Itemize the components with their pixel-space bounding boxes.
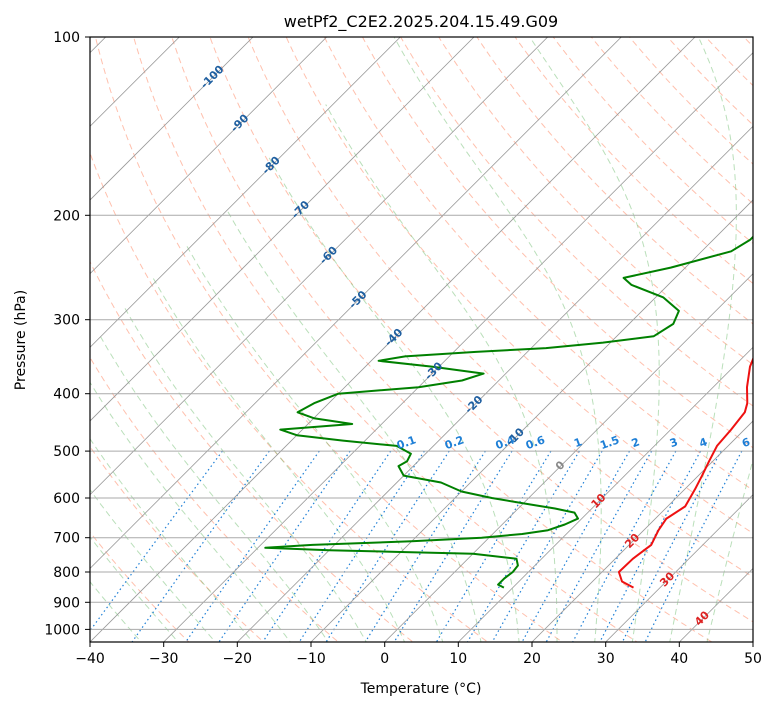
isotherm-line bbox=[90, 37, 401, 348]
y-axis-title: Pressure (hPa) bbox=[13, 290, 29, 390]
dry-adiabat-line bbox=[90, 445, 265, 642]
isotherm-line bbox=[90, 37, 549, 496]
x-tick-label: −20 bbox=[223, 651, 253, 667]
mixing-ratio-label: 6 bbox=[740, 435, 752, 450]
dry-adiabat-line bbox=[90, 531, 190, 642]
axes: −40 −30 −20 −10 0 10 20 30 40 5010020030040050060… bbox=[44, 30, 762, 667]
isotherm-line bbox=[310, 199, 753, 642]
y-tick-label: 1000 bbox=[44, 622, 80, 638]
moist-adiabat-line bbox=[90, 581, 142, 642]
dry-adiabat-line bbox=[171, 37, 713, 642]
dry-adiabat-line bbox=[361, 37, 753, 449]
x-tick-label: −30 bbox=[149, 651, 179, 667]
gridlines bbox=[90, 37, 753, 642]
dry-adiabat-line bbox=[209, 37, 753, 623]
mixing-ratio-line bbox=[90, 450, 223, 632]
mixing-ratio-line bbox=[621, 450, 722, 642]
isotherm-line bbox=[457, 346, 753, 642]
temperature-profile-line bbox=[617, 356, 753, 589]
mixing-ratio-label: 3 bbox=[668, 435, 680, 450]
moist-adiabat-line bbox=[90, 536, 179, 642]
y-tick-label: 900 bbox=[53, 595, 80, 611]
dewpoint-profile-line bbox=[264, 235, 753, 589]
y-tick-label: 500 bbox=[53, 444, 80, 460]
moist-adiabat-line bbox=[99, 336, 329, 642]
moist-adiabat-line bbox=[225, 208, 482, 642]
moist-adiabat-line bbox=[186, 245, 444, 642]
dry-adiabat-line bbox=[133, 37, 638, 642]
mixing-ratio-line bbox=[491, 450, 603, 642]
moist-adiabat-line bbox=[529, 37, 660, 642]
isotherm-line bbox=[90, 37, 328, 275]
isotherm-line bbox=[90, 37, 696, 642]
x-tick-label: 30 bbox=[597, 651, 615, 667]
mixing-ratio-lines bbox=[90, 450, 743, 642]
isotherm-line bbox=[90, 37, 180, 127]
x-tick-label: 10 bbox=[449, 651, 467, 667]
mixing-ratio-label: 2 bbox=[630, 435, 642, 450]
x-axis-title: Temperature (°C) bbox=[360, 681, 482, 697]
mixing-ratio-line bbox=[298, 450, 425, 642]
dry-adiabat-line bbox=[285, 37, 753, 534]
isotherm-line bbox=[531, 420, 753, 642]
mixing-ratio-line bbox=[185, 450, 320, 642]
y-tick-label: 200 bbox=[53, 208, 80, 224]
isotherm-line bbox=[90, 37, 254, 201]
x-tick-label: 50 bbox=[744, 651, 762, 667]
mixing-ratio-label: 4 bbox=[697, 435, 709, 450]
dry-adiabat-line bbox=[628, 37, 753, 165]
mixing-ratio-label: 0.1 bbox=[395, 433, 418, 452]
plot-frame bbox=[89, 36, 754, 643]
dry-adiabat-line bbox=[94, 37, 564, 642]
dry-adiabat-line bbox=[438, 37, 753, 366]
moist-adiabat-line bbox=[325, 104, 558, 642]
mixing-ratio-line bbox=[131, 450, 270, 642]
dry-adiabat-line bbox=[590, 37, 753, 205]
x-tick-label: 40 bbox=[670, 651, 688, 667]
mixing-ratio-label: 1.5 bbox=[598, 433, 621, 452]
y-tick-label: 300 bbox=[53, 313, 80, 329]
mixing-ratio-line bbox=[218, 450, 351, 642]
dry-adiabat-line bbox=[514, 37, 753, 285]
mixing-ratio-line bbox=[521, 450, 631, 642]
moist-adiabat-line bbox=[268, 157, 520, 642]
isotherm-line bbox=[384, 273, 753, 642]
dry-adiabat-line bbox=[323, 37, 753, 491]
mixing-ratio-label: 0.2 bbox=[443, 433, 466, 452]
isotherm-line bbox=[605, 494, 753, 642]
mixing-ratio-label: 1 bbox=[572, 435, 584, 450]
isotherm-line bbox=[236, 125, 753, 642]
mixing-ratio-label: 0.6 bbox=[524, 433, 547, 452]
y-tick-label: 600 bbox=[53, 491, 80, 507]
moist-adiabat-line bbox=[123, 306, 367, 642]
mixing-ratio-line bbox=[466, 450, 580, 642]
chart-title: wetPf2_C2E2.2025.204.15.49.G09 bbox=[284, 12, 558, 32]
y-tick-label: 100 bbox=[53, 30, 80, 46]
x-tick-label: 20 bbox=[523, 651, 541, 667]
dry-adiabat-line bbox=[247, 37, 753, 578]
x-tick-label: −10 bbox=[296, 651, 326, 667]
y-tick-label: 800 bbox=[53, 565, 80, 581]
moist-adiabat-line bbox=[393, 37, 602, 642]
mixing-ratio-line bbox=[644, 450, 743, 642]
isotherm-line bbox=[163, 52, 753, 642]
x-tick-label: −40 bbox=[75, 651, 105, 667]
mixing-ratio-line bbox=[262, 450, 392, 642]
dry-adiabat-line bbox=[476, 37, 753, 325]
y-tick-label: 400 bbox=[53, 387, 80, 403]
profile-series bbox=[264, 235, 753, 589]
x-tick-label: 0 bbox=[380, 651, 389, 667]
mixing-ratio-line bbox=[393, 450, 513, 642]
isotherm-line bbox=[90, 37, 475, 422]
y-tick-label: 700 bbox=[53, 531, 80, 547]
dry-adiabat-line bbox=[90, 260, 414, 642]
isotherm-line bbox=[90, 37, 622, 569]
moist-adiabat-line bbox=[669, 37, 737, 642]
mixing-ratio-label: 0.4 bbox=[494, 433, 517, 452]
dry-adiabat-line bbox=[400, 37, 753, 407]
